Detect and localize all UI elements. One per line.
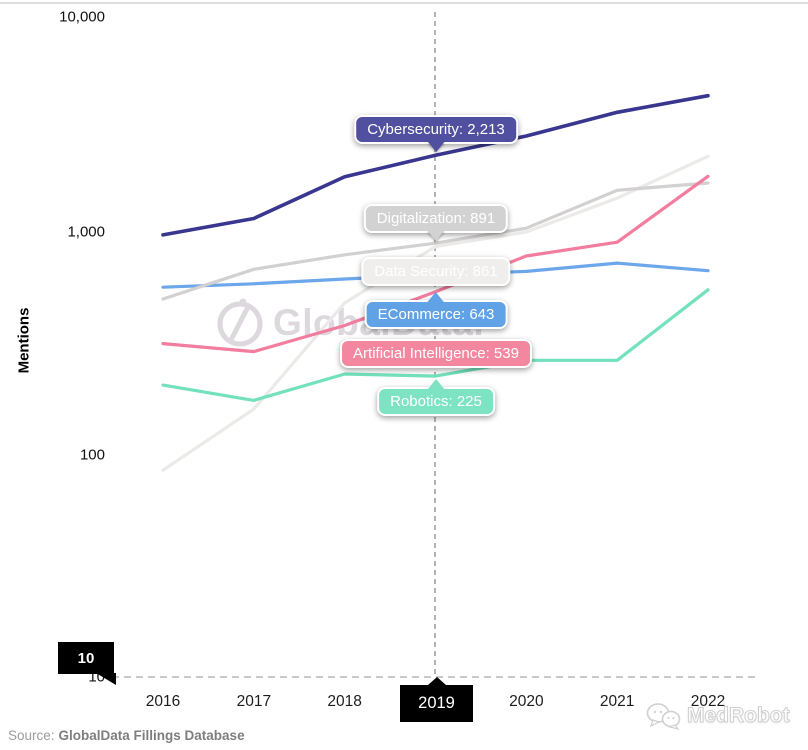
x-axis-tooltip: 2019 bbox=[400, 685, 473, 722]
tooltip-pointer bbox=[426, 379, 445, 390]
tooltip-artificial-intelligence: Artificial Intelligence: 539 bbox=[340, 339, 532, 368]
y-axis-tooltip-value: 10 bbox=[77, 649, 95, 667]
tooltip-text: Data Security: 861 bbox=[374, 263, 498, 280]
y-tick-label: 1,000 bbox=[67, 223, 105, 241]
medrobot-watermark-text: MedRobot bbox=[687, 704, 791, 728]
tooltip-text: ECommerce: 643 bbox=[377, 306, 495, 323]
source-prefix: Source: bbox=[8, 728, 55, 743]
chat-bubbles-icon bbox=[646, 703, 681, 730]
x-axis-tooltip-value: 2019 bbox=[418, 694, 455, 712]
tooltip-pointer bbox=[426, 141, 445, 152]
series-line-digitalization[interactable] bbox=[161, 181, 710, 301]
series-line-artificial-intelligence[interactable] bbox=[161, 174, 710, 354]
y-tick-label: 10,000 bbox=[59, 8, 105, 26]
tooltip-data-security: Data Security: 861 bbox=[361, 257, 511, 286]
x-tick-label: 2017 bbox=[236, 693, 272, 710]
source-name: GlobalData Fillings Database bbox=[58, 728, 245, 743]
y-axis-tooltip: 10 bbox=[58, 642, 116, 685]
x-tick-label: 2018 bbox=[327, 693, 362, 710]
x-tick-label: 2016 bbox=[145, 693, 181, 710]
tooltip-pointer bbox=[427, 292, 445, 303]
series-line-data-security[interactable] bbox=[161, 154, 710, 472]
x-tick-label: 2020 bbox=[509, 693, 544, 710]
tooltip-digitalization: Digitalization: 891 bbox=[363, 204, 509, 241]
x-tick-label: 2022 bbox=[690, 693, 726, 710]
tooltip-robotics: Robotics: 225 bbox=[377, 379, 495, 416]
tooltip-cybersecurity: Cybersecurity: 2,213 bbox=[354, 115, 518, 152]
series-line-robotics[interactable] bbox=[161, 288, 710, 402]
tooltip-text: Digitalization: 891 bbox=[376, 210, 496, 227]
series-line-cybersecurity[interactable] bbox=[161, 93, 710, 237]
tooltip-text: Robotics: 225 bbox=[390, 393, 482, 410]
tooltip-pointer bbox=[427, 230, 445, 241]
tooltip-ecommerce: ECommerce: 643 bbox=[364, 292, 508, 329]
top-divider bbox=[0, 2, 808, 4]
x-tick-label: 2021 bbox=[599, 693, 635, 710]
medrobot-watermark: MedRobot bbox=[646, 702, 790, 730]
source-caption: Source: GlobalData Fillings Database bbox=[8, 728, 245, 743]
y-tick-label: 100 bbox=[79, 446, 105, 463]
tooltip-text: Cybersecurity: 2,213 bbox=[367, 121, 505, 138]
tooltip-text: Artificial Intelligence: 539 bbox=[353, 345, 519, 362]
